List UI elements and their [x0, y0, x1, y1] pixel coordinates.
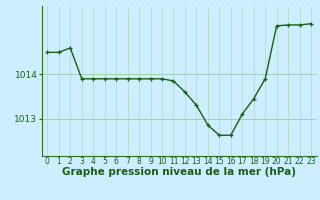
X-axis label: Graphe pression niveau de la mer (hPa): Graphe pression niveau de la mer (hPa): [62, 167, 296, 177]
